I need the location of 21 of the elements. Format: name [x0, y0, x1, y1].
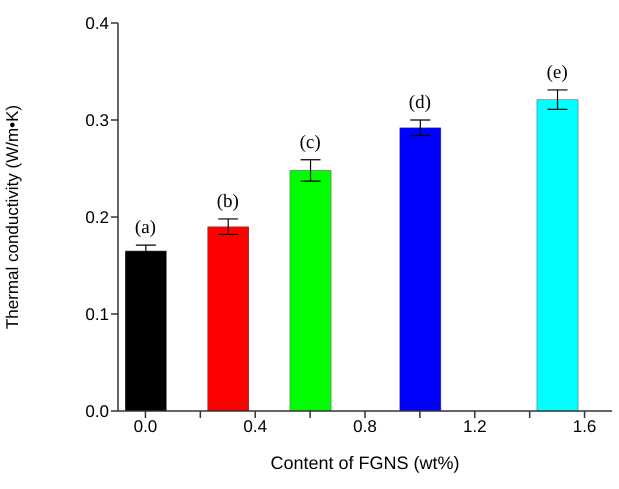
y-tick-label: 0.1	[85, 305, 109, 324]
x-tick-label: 1.6	[572, 417, 596, 436]
x-tick-label: 0.0	[134, 417, 158, 436]
x-tick-label: 0.4	[243, 417, 268, 436]
y-axis-title: Thermal conductivity (W/m•K)	[3, 104, 22, 330]
annotation: (b)	[216, 190, 239, 212]
x-tick-label: 1.2	[462, 417, 487, 436]
annotation: (c)	[300, 132, 321, 153]
y-tick-label: 0.4	[85, 14, 109, 34]
y-tick-label: 0.3	[85, 111, 109, 130]
annotation: (a)	[134, 217, 156, 238]
x-axis-title: Content of FGNS (wt%)	[270, 453, 460, 473]
bar	[290, 170, 332, 411]
x-tick-label: 0.8	[353, 417, 377, 436]
y-tick-label: 0.0	[85, 402, 109, 422]
y-tick-label: 0.2	[85, 208, 109, 228]
annotation: (e)	[546, 62, 568, 83]
bar	[399, 128, 442, 411]
bar	[536, 99, 578, 411]
bar	[207, 226, 250, 411]
annotation: (d)	[408, 92, 431, 113]
